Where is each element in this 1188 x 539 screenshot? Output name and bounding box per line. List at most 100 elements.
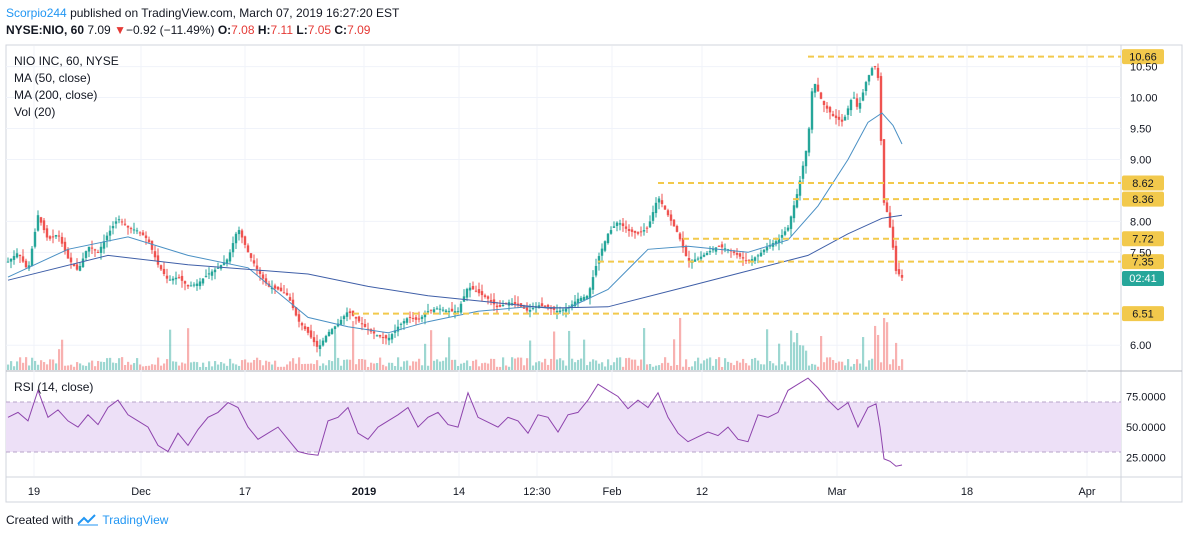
volume-bar <box>667 363 669 370</box>
volume-bar <box>61 340 63 370</box>
candle-body <box>805 151 807 166</box>
volume-bar <box>535 362 537 370</box>
candle-body <box>136 230 138 231</box>
volume-bar <box>712 366 714 370</box>
candle-body <box>382 337 384 338</box>
volume-bar <box>577 360 579 370</box>
candle-body <box>496 306 498 307</box>
volume-bar <box>835 363 837 370</box>
volume-bar <box>742 359 744 370</box>
volume-bar <box>556 359 558 370</box>
volume-bar <box>295 364 297 370</box>
close-value: 7.09 <box>347 23 370 37</box>
legend-ma200[interactable]: MA (200, close) <box>14 88 97 102</box>
tradingview-brand[interactable]: TradingView <box>102 513 168 527</box>
candle-body <box>637 232 639 234</box>
candle-body <box>634 231 636 233</box>
volume-bar <box>538 361 540 370</box>
candle-body <box>898 269 900 274</box>
candle-body <box>901 275 903 278</box>
candle-body <box>184 281 186 283</box>
candle-body <box>442 310 444 311</box>
candle-body <box>721 244 723 247</box>
publisher-username[interactable]: Scorpio244 <box>6 6 67 20</box>
volume-bar <box>526 358 528 370</box>
chart-frame[interactable]: 10.66 8.62 8.36 7.72 7.35 6.51 6.00 7.50 8.00 9.… <box>0 40 1188 506</box>
candle-body <box>283 292 285 293</box>
candle-body <box>250 253 252 258</box>
volume-bar <box>751 359 753 370</box>
volume-bar <box>436 359 438 370</box>
volume-bar <box>73 367 75 370</box>
volume-bar <box>226 366 228 370</box>
price-change: −0.92 (−11.49%) <box>126 23 215 37</box>
price-tick-label: 9.50 <box>1130 124 1151 136</box>
volume-bar <box>502 357 504 370</box>
volume-bar <box>13 366 15 370</box>
open-value: 7.08 <box>231 23 254 37</box>
volume-bar <box>643 328 645 370</box>
candle-body <box>172 279 174 281</box>
candle-body <box>418 318 420 319</box>
legend-vol[interactable]: Vol (20) <box>14 105 55 119</box>
volume-bar <box>433 361 435 370</box>
candle-body <box>232 243 234 252</box>
candle-body <box>88 247 90 252</box>
rsi-axis-ticks: 25.000050.000075.0000 <box>1126 391 1166 464</box>
candle-body <box>373 331 375 333</box>
down-triangle-icon: ▼ <box>114 23 126 37</box>
volume-bar <box>718 357 720 370</box>
candle-body <box>628 229 630 231</box>
volume-bar <box>814 365 816 370</box>
volume-bar <box>172 361 174 370</box>
candle-body <box>40 217 42 222</box>
horizontal-levels[interactable]: 10.66 8.62 8.36 7.72 7.35 6.51 <box>353 49 1164 321</box>
volume-bar <box>286 364 288 370</box>
time-tick-label: 18 <box>961 486 973 498</box>
candle-body <box>802 166 804 179</box>
candle-body <box>208 273 210 274</box>
volume-bar <box>115 363 117 370</box>
candle-body <box>316 341 318 347</box>
volume-bar <box>562 360 564 370</box>
time-tick-label: Mar <box>828 486 847 498</box>
candle-body <box>856 98 858 107</box>
volume-bar <box>730 363 732 370</box>
volume-bar <box>631 360 633 370</box>
candle-body <box>229 252 231 261</box>
volume-bar <box>385 366 387 370</box>
volume-bar <box>7 365 9 370</box>
volume-bar <box>343 360 345 370</box>
candle-body <box>196 284 198 286</box>
candle-body <box>313 337 315 342</box>
candle-body <box>709 251 711 252</box>
candle-body <box>256 266 258 270</box>
footer: Created with TradingView <box>6 513 168 527</box>
volume-bar <box>355 364 357 370</box>
volume-bar <box>901 359 903 370</box>
time-tick-label: 2019 <box>352 486 376 498</box>
candle-body <box>736 253 738 255</box>
candle-body <box>433 309 435 312</box>
candle-body <box>406 318 408 322</box>
legend-ma50[interactable]: MA (50, close) <box>14 71 91 85</box>
rsi-tick-label: 50.0000 <box>1126 422 1166 434</box>
volume-bar <box>325 365 327 370</box>
candle-body <box>565 309 567 312</box>
candle-body <box>868 75 870 81</box>
volume-bar <box>706 359 708 370</box>
volume-bar <box>25 357 27 370</box>
candle-body <box>703 255 705 257</box>
volume-bar <box>847 359 849 370</box>
candle-body <box>430 310 432 311</box>
volume-bar <box>79 363 81 370</box>
candle-body <box>742 257 744 258</box>
legend-rsi[interactable]: RSI (14, close) <box>14 380 93 394</box>
candle-body <box>19 255 21 256</box>
price-tick-label: 8.00 <box>1130 216 1151 228</box>
candle-body <box>145 236 147 239</box>
candle-body <box>106 236 108 241</box>
volume-bar <box>799 345 801 370</box>
volume-bar <box>268 362 270 370</box>
volume-bar <box>253 360 255 370</box>
